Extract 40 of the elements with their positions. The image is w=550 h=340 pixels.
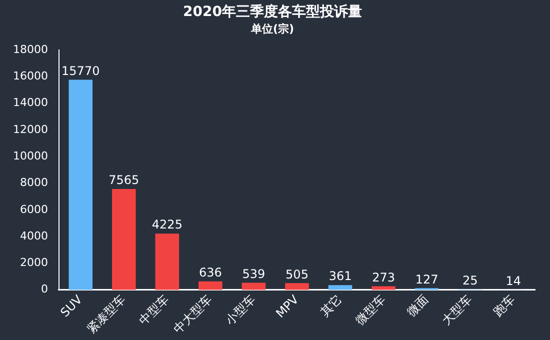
x-tick-label: 中型车 xyxy=(136,292,172,328)
data-label: 505 xyxy=(286,267,308,282)
x-tick-label: 紧凑型车 xyxy=(84,292,128,336)
bar xyxy=(112,189,136,290)
y-tick-label: 10000 xyxy=(12,149,48,162)
y-tick-label: 0 xyxy=(40,282,48,296)
x-tick-label: 微面 xyxy=(404,292,432,320)
chart-subtitle: 单位(宗) xyxy=(250,22,294,36)
bar xyxy=(242,282,266,290)
data-label: 25 xyxy=(462,274,478,288)
bar xyxy=(68,80,93,290)
bar xyxy=(155,234,180,290)
bar xyxy=(372,286,396,290)
y-tick-label: 12000 xyxy=(12,122,48,136)
y-tick-label: 18000 xyxy=(12,42,48,56)
data-label: 15770 xyxy=(62,64,100,78)
bar xyxy=(285,283,309,290)
x-tick-label: 中大型车 xyxy=(170,292,215,336)
y-tick-label: 14000 xyxy=(12,96,48,110)
data-label: 361 xyxy=(328,269,352,284)
data-label: 127 xyxy=(415,272,438,286)
x-tick-label: 小型车 xyxy=(222,292,258,328)
data-label: 7565 xyxy=(108,173,140,188)
data-label: 636 xyxy=(198,266,222,280)
data-label: 273 xyxy=(372,270,395,284)
x-tick-label: 跑车 xyxy=(490,292,518,320)
y-tick-label: 16000 xyxy=(12,70,48,83)
chart-title: 2020年三季度各车型投诉量 xyxy=(183,3,362,20)
y-tick-label: 6000 xyxy=(20,202,48,216)
data-label: 14 xyxy=(506,274,522,288)
y-tick-label: 2000 xyxy=(20,256,48,270)
x-tick-label: 其它 xyxy=(318,292,345,320)
bar xyxy=(198,281,222,290)
data-label: 4225 xyxy=(152,218,182,232)
bar xyxy=(328,285,352,290)
data-label: 539 xyxy=(242,266,266,281)
y-tick-label: 4000 xyxy=(20,229,48,242)
y-tick-label: 8000 xyxy=(20,176,48,190)
x-tick-label: 大型车 xyxy=(439,292,474,328)
x-tick-label: 微型车 xyxy=(352,292,388,328)
